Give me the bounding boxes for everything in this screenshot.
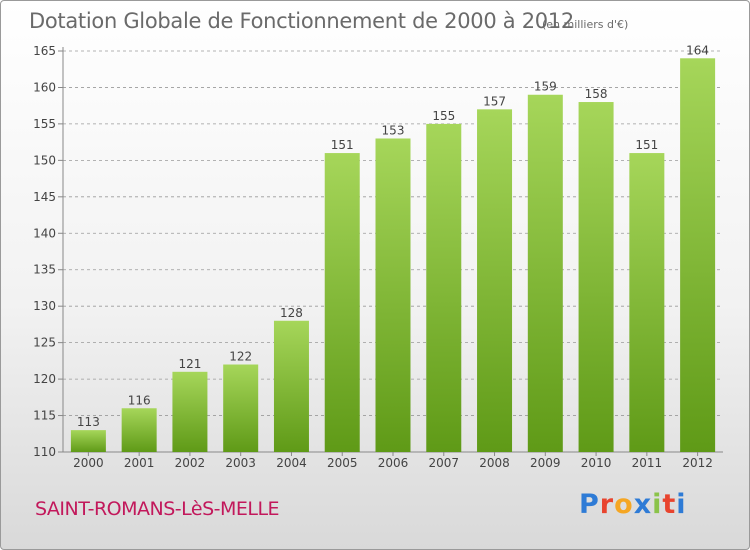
- x-tick-label: 2005: [327, 456, 358, 470]
- y-tick-label: 135: [33, 263, 56, 277]
- bar: [578, 102, 614, 452]
- bar: [121, 408, 157, 452]
- bar: [70, 430, 106, 452]
- bar: [477, 109, 513, 452]
- data-label: 113: [77, 415, 100, 429]
- data-label: 159: [534, 80, 557, 94]
- bar: [324, 153, 360, 452]
- x-tick-label: 2012: [682, 456, 713, 470]
- x-tick-label: 2004: [276, 456, 307, 470]
- logo-letter: i: [652, 489, 663, 520]
- x-tick-label: 2000: [73, 456, 104, 470]
- logo-letter: i: [676, 489, 687, 520]
- chart-title: Dotation Globale de Fonctionnement de 20…: [29, 9, 574, 33]
- y-tick-label: 125: [33, 336, 56, 350]
- logo-letter: x: [633, 489, 653, 520]
- bar: [223, 364, 259, 452]
- x-tick-label: 2001: [124, 456, 155, 470]
- y-tick-label: 150: [33, 153, 56, 167]
- x-tick-label: 2010: [581, 456, 612, 470]
- x-tick-label: 2003: [225, 456, 256, 470]
- data-label: 116: [128, 393, 151, 407]
- x-tick-label: 2011: [632, 456, 663, 470]
- logo-letter: r: [599, 489, 615, 520]
- bar: [527, 94, 563, 452]
- labels: 110 115 120 125 130 135 140 145 150 155 160 165 113 2…: [33, 43, 713, 470]
- bar: [375, 138, 411, 452]
- x-tick-label: 2009: [530, 456, 561, 470]
- x-tick-label: 2002: [175, 456, 206, 470]
- bar: [680, 58, 716, 453]
- x-tick-label: 2008: [479, 456, 510, 470]
- data-label: 151: [331, 138, 354, 152]
- y-tick-label: 140: [33, 226, 56, 240]
- logo-letter: o: [614, 489, 634, 520]
- y-tick-label: 115: [33, 409, 56, 423]
- y-tick-label: 145: [33, 190, 56, 204]
- data-label: 122: [229, 350, 252, 364]
- bar: [629, 153, 665, 452]
- data-label: 158: [585, 87, 608, 101]
- y-tick-label: 120: [33, 372, 56, 386]
- data-label: 128: [280, 306, 303, 320]
- logo-letter: P: [579, 489, 600, 520]
- y-tick-label: 165: [33, 44, 56, 58]
- bar: [426, 123, 462, 452]
- data-label: 153: [382, 123, 405, 137]
- bar: [273, 320, 309, 452]
- commune-name: SAINT-ROMANS-LèS-MELLE: [35, 498, 280, 520]
- x-tick-label: 2006: [378, 456, 409, 470]
- proxiti-logo: Proxiti: [579, 489, 687, 520]
- data-label: 157: [483, 94, 506, 108]
- logo-letter: t: [662, 489, 677, 520]
- x-tick-label: 2007: [428, 456, 459, 470]
- data-label: 151: [635, 138, 658, 152]
- chart-unit: (en milliers d'€): [542, 18, 629, 31]
- bars: [70, 58, 716, 453]
- data-label: 155: [432, 109, 455, 123]
- y-tick-label: 130: [33, 299, 56, 313]
- data-label: 121: [178, 357, 201, 371]
- y-tick-label: 160: [33, 80, 56, 94]
- y-tick-label: 110: [33, 445, 56, 459]
- y-tick-label: 155: [33, 117, 56, 131]
- data-label: 164: [686, 43, 709, 57]
- bar: [172, 371, 208, 452]
